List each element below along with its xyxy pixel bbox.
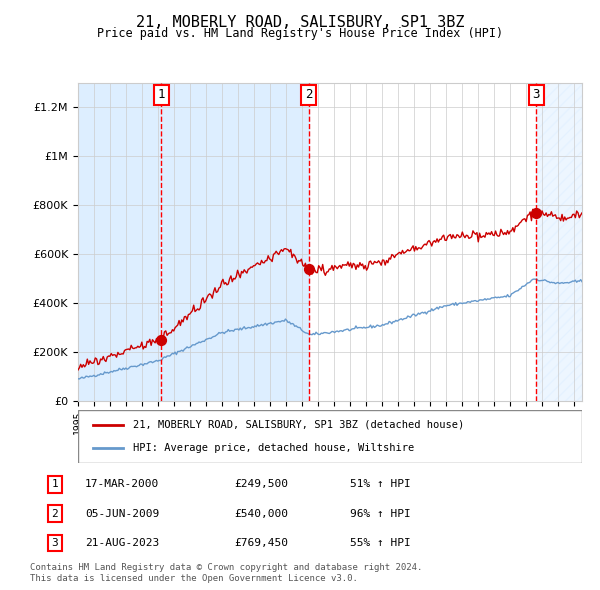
Text: 55% ↑ HPI: 55% ↑ HPI [350,538,411,548]
Text: 3: 3 [52,538,58,548]
Text: 21, MOBERLY ROAD, SALISBURY, SP1 3BZ (detached house): 21, MOBERLY ROAD, SALISBURY, SP1 3BZ (de… [133,420,464,430]
Text: £249,500: £249,500 [234,480,288,489]
Text: 1: 1 [158,88,165,101]
Text: 21-AUG-2023: 21-AUG-2023 [85,538,160,548]
Bar [536,83,582,401]
Text: 17-MAR-2000: 17-MAR-2000 [85,480,160,489]
Text: £540,000: £540,000 [234,509,288,519]
Point [157,335,166,345]
Text: 96% ↑ HPI: 96% ↑ HPI [350,509,411,519]
Text: Contains HM Land Registry data © Crown copyright and database right 2024.
This d: Contains HM Land Registry data © Crown c… [30,563,422,583]
Text: 2: 2 [52,509,58,519]
Text: 2: 2 [305,88,313,101]
Bar [161,83,309,401]
Text: 21, MOBERLY ROAD, SALISBURY, SP1 3BZ: 21, MOBERLY ROAD, SALISBURY, SP1 3BZ [136,15,464,30]
Text: £769,450: £769,450 [234,538,288,548]
Text: 1: 1 [52,480,58,489]
FancyBboxPatch shape [78,410,582,463]
Text: Price paid vs. HM Land Registry's House Price Index (HPI): Price paid vs. HM Land Registry's House … [97,27,503,40]
Text: 51% ↑ HPI: 51% ↑ HPI [350,480,411,489]
Text: 05-JUN-2009: 05-JUN-2009 [85,509,160,519]
Point [304,264,314,274]
Text: 3: 3 [532,88,540,101]
Text: HPI: Average price, detached house, Wiltshire: HPI: Average price, detached house, Wilt… [133,443,415,453]
Bar [78,83,161,401]
Point [532,208,541,217]
